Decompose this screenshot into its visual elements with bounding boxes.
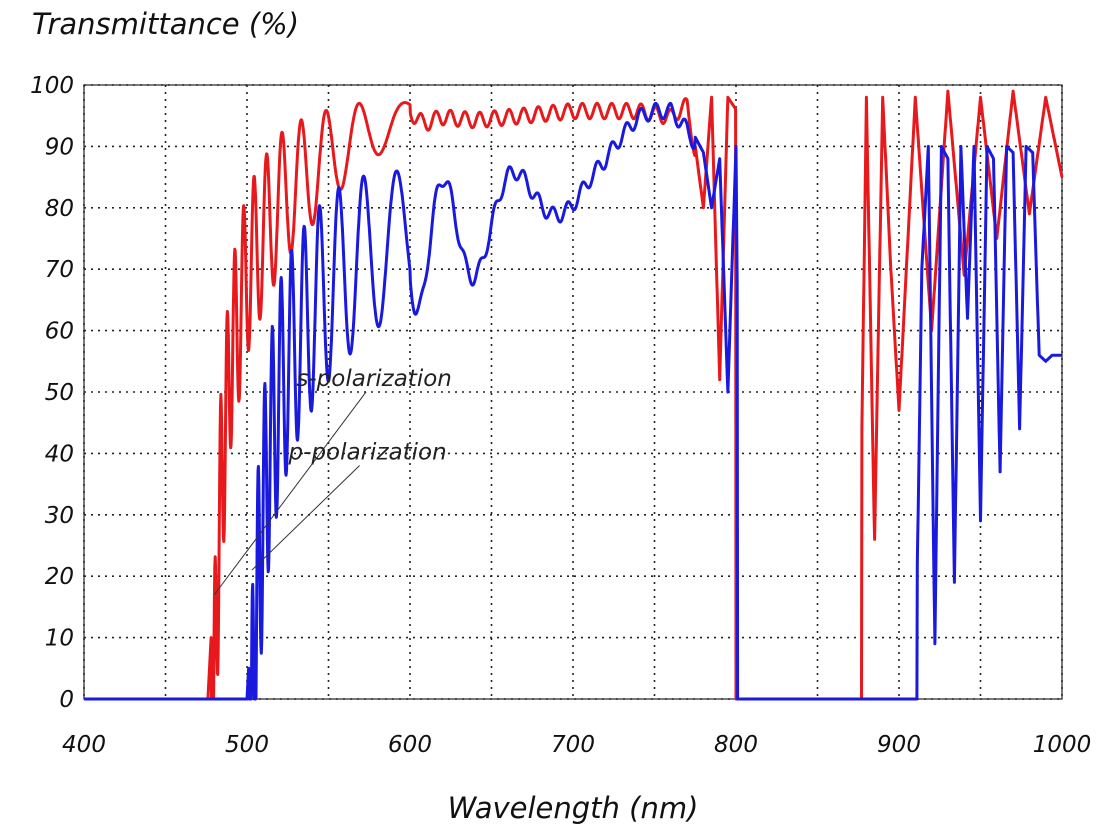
annotation-leader bbox=[213, 391, 367, 595]
y-axis-title: Transmittance (%) bbox=[32, 7, 299, 41]
x-tick-label: 800 bbox=[714, 732, 758, 758]
y-tick-label: 20 bbox=[45, 564, 74, 590]
y-tick-label: 50 bbox=[45, 380, 74, 406]
y-tick-label: 30 bbox=[45, 503, 74, 529]
y-tick-label: 100 bbox=[30, 73, 74, 99]
y-tick-labels: 0 10 20 30 40 50 60 70 80 90 100 bbox=[30, 73, 74, 713]
y-tick-label: 0 bbox=[59, 687, 74, 713]
x-tick-label: 400 bbox=[62, 732, 106, 758]
x-tick-label: 500 bbox=[225, 732, 269, 758]
x-axis-title: Wavelength (nm) bbox=[448, 791, 699, 825]
annotation-label: s-polarization bbox=[296, 366, 452, 392]
s-polarization-line bbox=[82, 89, 1064, 701]
y-tick-label: 10 bbox=[45, 626, 74, 652]
plot-frame bbox=[83, 84, 1063, 700]
y-tick-label: 40 bbox=[45, 441, 74, 467]
p-polarization-line bbox=[82, 101, 1064, 701]
y-tick-label: 80 bbox=[45, 196, 74, 222]
x-tick-labels: 400 500 600 700 800 900 1000 bbox=[62, 732, 1091, 758]
annotation-label: p-polarization bbox=[288, 440, 447, 466]
series-layer bbox=[82, 89, 1064, 701]
x-tick-label: 700 bbox=[551, 732, 595, 758]
x-tick-label: 1000 bbox=[1033, 732, 1092, 758]
y-tick-label: 60 bbox=[45, 319, 74, 345]
annotation-layer: s-polarization p-polarization bbox=[213, 366, 452, 595]
x-tick-label: 900 bbox=[877, 732, 921, 758]
y-tick-label: 70 bbox=[45, 257, 74, 283]
annotation-leader bbox=[251, 465, 360, 571]
x-tick-label: 600 bbox=[388, 732, 432, 758]
y-tick-label: 90 bbox=[45, 134, 74, 160]
